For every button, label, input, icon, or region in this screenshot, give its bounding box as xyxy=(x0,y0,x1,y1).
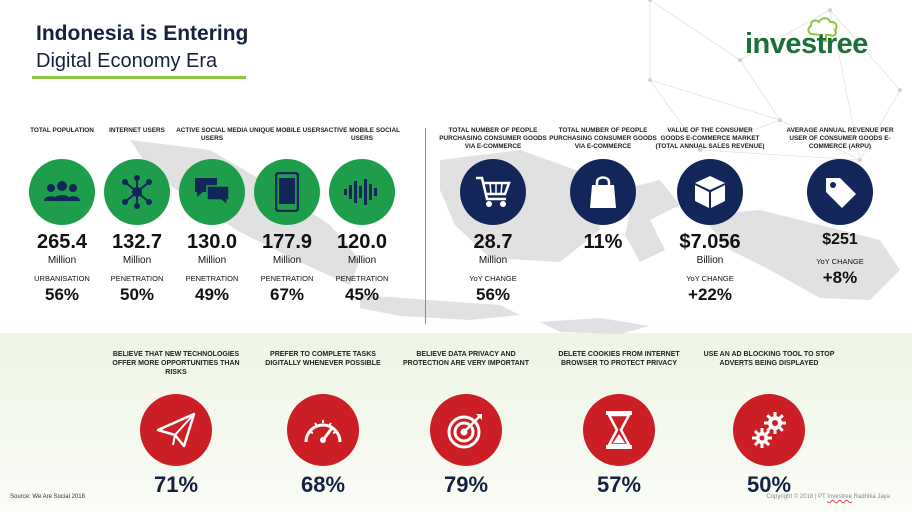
mobile-phone-icon xyxy=(254,159,320,225)
stat-sub-value: 45% xyxy=(344,285,380,304)
stat-sub-label: YoY CHANGE xyxy=(686,274,734,283)
stat-value: 265.4 xyxy=(36,231,88,253)
stat-mobile-users: UNIQUE MOBILE USERS 177.9 Million PENETR… xyxy=(242,127,332,305)
stat-value: 132.7 xyxy=(111,231,163,253)
page-title-line1: Indonesia is Entering xyxy=(36,22,249,45)
stat-unit: Million xyxy=(47,255,77,266)
stat-unit: Million xyxy=(197,255,227,266)
stat-label: VALUE OF THE CONSUMER GOODS E-COMMERCE M… xyxy=(655,127,765,150)
stat-value: $251 xyxy=(822,231,858,248)
stat-sub-label: PENETRATION xyxy=(110,274,164,283)
package-box-icon xyxy=(677,159,743,225)
attitude-data-privacy: BELIEVE DATA PRIVACY AND PROTECTION ARE … xyxy=(396,350,536,498)
page-title-line2: Digital Economy Era xyxy=(36,50,218,72)
stat-unit: Billion xyxy=(696,255,724,266)
stat-label: AVERAGE ANNUAL REVENUE PER USER OF CONSU… xyxy=(786,127,894,150)
stat-unit: Million xyxy=(272,255,302,266)
attitude-new-technologies: BELIEVE THAT NEW TECHNOLOGIES OFFER MORE… xyxy=(106,350,246,498)
stat-sub-label: URBANISATION xyxy=(34,274,90,283)
attitude-complete-digitally: PREFER TO COMPLETE TASKS DIGITALLY WHENE… xyxy=(253,350,393,498)
network-icon xyxy=(104,159,170,225)
logo-tree-icon xyxy=(807,17,838,42)
attitude-value: 79% xyxy=(443,472,489,497)
stat-sub-value: +8% xyxy=(822,268,858,287)
stat-sub-label: PENETRATION xyxy=(260,274,314,283)
chat-bubbles-icon xyxy=(179,159,245,225)
title-underline xyxy=(32,76,246,79)
stat-label: TOTAL NUMBER OF PEOPLE PURCHASING CONSUM… xyxy=(549,127,657,150)
stat-value: 11% xyxy=(583,231,623,253)
copyright-brand: Investree xyxy=(827,494,852,500)
attitude-label: BELIEVE THAT NEW TECHNOLOGIES OFFER MORE… xyxy=(112,351,240,376)
copyright-suffix: Radhika Jaya xyxy=(851,494,890,500)
stat-ecommerce-market-value: VALUE OF THE CONSUMER GOODS E-COMMERCE M… xyxy=(655,127,765,305)
stat-label: INTERNET USERS xyxy=(109,127,165,134)
stat-unit: Million xyxy=(478,255,508,266)
stat-mobile-social-users: ACTIVE MOBILE SOCIAL USERS 120.0 Million… xyxy=(317,127,407,305)
attitude-value: 50% xyxy=(746,472,792,497)
stat-total-population: TOTAL POPULATION 265.4 Million URBANISAT… xyxy=(17,127,107,305)
speedometer-icon xyxy=(287,394,359,466)
copyright-prefix: Copyright © 2018 | PT xyxy=(766,494,828,500)
stat-label: ACTIVE MOBILE SOCIAL USERS xyxy=(324,127,400,142)
stat-sub-value: 50% xyxy=(119,285,155,304)
stat-ecommerce-buyers: TOTAL NUMBER OF PEOPLE PURCHASING CONSUM… xyxy=(438,127,548,305)
sound-wave-icon xyxy=(329,159,395,225)
stat-value: 177.9 xyxy=(261,231,313,253)
stat-value: 120.0 xyxy=(336,231,388,253)
stat-unit: Million xyxy=(122,255,152,266)
stat-value: $7.056 xyxy=(679,231,741,253)
stat-sub-label: YoY CHANGE xyxy=(469,274,517,283)
people-icon xyxy=(29,159,95,225)
stat-sub-label: YoY CHANGE xyxy=(816,257,864,266)
attitude-ad-blocking: USE AN AD BLOCKING TOOL TO STOP ADVERTS … xyxy=(699,350,839,498)
stat-sub-value: 49% xyxy=(194,285,230,304)
source-note: Source: We Are Social 2018 xyxy=(10,494,85,500)
shopping-cart-icon xyxy=(460,159,526,225)
stat-arpu: AVERAGE ANNUAL REVENUE PER USER OF CONSU… xyxy=(785,127,895,288)
stat-ecommerce-share: TOTAL NUMBER OF PEOPLE PURCHASING CONSUM… xyxy=(548,127,658,262)
hourglass-icon xyxy=(583,394,655,466)
section-divider xyxy=(425,128,426,324)
stat-value: 28.7 xyxy=(473,231,513,253)
paper-plane-icon xyxy=(140,394,212,466)
attitude-label: BELIEVE DATA PRIVACY AND PROTECTION ARE … xyxy=(402,351,529,367)
stat-sub-label: PENETRATION xyxy=(185,274,239,283)
stat-sub-value: +22% xyxy=(688,285,732,304)
stat-label: UNIQUE MOBILE USERS xyxy=(249,127,325,134)
logo: investree xyxy=(745,28,868,60)
stat-sub-label: PENETRATION xyxy=(335,274,389,283)
target-icon xyxy=(430,394,502,466)
stat-unit: Million xyxy=(347,255,377,266)
stat-sub-value: 67% xyxy=(269,285,305,304)
gears-icon xyxy=(733,394,805,466)
stat-label: ACTIVE SOCIAL MEDIA USERS xyxy=(176,127,248,142)
attitude-value: 71% xyxy=(153,472,199,497)
attitude-value: 68% xyxy=(300,472,346,497)
attitude-delete-cookies: DELETE COOKIES FROM INTERNET BROWSER TO … xyxy=(549,350,689,498)
stat-label: TOTAL POPULATION xyxy=(30,127,94,134)
copyright-note: Copyright © 2018 | PT Investree Radhika … xyxy=(766,494,890,500)
attitude-label: DELETE COOKIES FROM INTERNET BROWSER TO … xyxy=(558,351,680,367)
stat-internet-users: INTERNET USERS 132.7 Million PENETRATION… xyxy=(92,127,182,305)
stat-sub-value: 56% xyxy=(475,285,511,304)
stat-social-media-users: ACTIVE SOCIAL MEDIA USERS 130.0 Million … xyxy=(167,127,257,305)
price-tag-icon xyxy=(807,159,873,225)
shopping-bag-icon xyxy=(570,159,636,225)
stat-sub-value: 56% xyxy=(44,285,80,304)
attitude-label: PREFER TO COMPLETE TASKS DIGITALLY WHENE… xyxy=(265,351,381,367)
stat-value: 130.0 xyxy=(186,231,238,253)
stat-label: TOTAL NUMBER OF PEOPLE PURCHASING CONSUM… xyxy=(439,127,547,150)
attitude-value: 57% xyxy=(596,472,642,497)
attitude-label: USE AN AD BLOCKING TOOL TO STOP ADVERTS … xyxy=(703,351,835,367)
